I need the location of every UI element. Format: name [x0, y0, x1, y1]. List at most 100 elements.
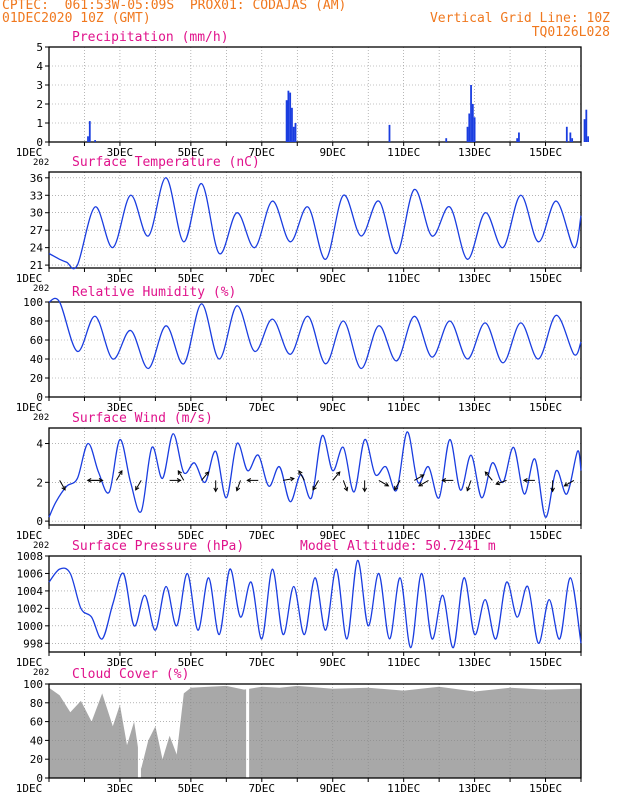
x-tick-label: 7DEC [249, 401, 276, 414]
wind-arrow-head [550, 487, 555, 493]
wind-arrow-head [418, 482, 424, 487]
x-tick-label: 11DEC [387, 782, 420, 795]
cloud-gap [246, 684, 250, 778]
y-tick-label: 1008 [17, 550, 44, 563]
x-tick-label: 9DEC [319, 782, 346, 795]
y-tick-label: 80 [30, 315, 43, 328]
precip-bar [388, 124, 391, 142]
y-tick-label: 0 [36, 391, 43, 404]
precip-bar [583, 119, 586, 142]
y-tick-label: 33 [30, 189, 43, 202]
precip-bar [287, 90, 290, 142]
wind-series-line [48, 431, 582, 518]
wind-arrow-head [441, 478, 447, 483]
plot-frame [48, 171, 582, 269]
x-tick-label: 15DEC [529, 272, 562, 285]
wind-arrow-head [466, 486, 471, 492]
x-tick-label: 1DEC [16, 272, 43, 285]
panel-title: Precipitation (mm/h) [72, 30, 229, 45]
precip-bar [285, 100, 288, 142]
wind-arrow [484, 471, 493, 481]
y-tick-label: 40 [30, 734, 43, 747]
plot-frame [48, 46, 582, 143]
y-tick-label: 2 [36, 476, 43, 489]
wind-arrow-head [419, 474, 425, 479]
wind-arrow-head [204, 471, 210, 477]
wind-arrow [201, 471, 209, 481]
x-tick-label: 5DEC [178, 272, 205, 285]
x-tick-label: 13DEC [458, 529, 491, 542]
cloud-gap [137, 684, 141, 778]
precip-bar [466, 126, 469, 142]
y-tick-label: 0 [36, 515, 43, 528]
x-year-label: 202 [33, 284, 49, 294]
x-tick-label: 3DEC [107, 146, 134, 159]
precip-bar [294, 123, 297, 142]
wind-arrow [282, 477, 294, 481]
x-year-label: 202 [33, 413, 49, 423]
wind-arrow [115, 470, 123, 481]
precip-bar [468, 113, 471, 142]
precip-bar [473, 117, 476, 142]
panel-title: Relative Humidity (%) [72, 285, 236, 300]
wind-arrow [298, 470, 305, 481]
x-tick-label: 15DEC [529, 782, 562, 795]
x-tick-label: 9DEC [319, 656, 346, 669]
wind-arrow-head [495, 480, 501, 486]
y-tick-label: 4 [36, 438, 43, 451]
wind-arrow-head [235, 486, 241, 492]
y-tick-label: 21 [30, 259, 43, 272]
wind-arrow [418, 479, 429, 487]
wind-arrow-head [176, 478, 182, 483]
wind-arrow-head [362, 487, 368, 493]
x-tick-label: 13DEC [458, 272, 491, 285]
x-tick-label: 7DEC [249, 529, 276, 542]
precip-bar [87, 136, 89, 142]
wind-arrow-head [118, 470, 123, 475]
y-tick-label: 4 [36, 60, 43, 73]
panel-title: Surface Wind (m/s) [72, 411, 213, 426]
x-tick-label: 9DEC [319, 272, 346, 285]
x-year-label: 202 [33, 158, 49, 168]
temp-series-line [48, 177, 582, 270]
wind-arrow [59, 480, 66, 491]
x-tick-label: 3DEC [107, 782, 134, 795]
y-tick-label: 0 [36, 772, 43, 785]
y-tick-label: 36 [30, 172, 43, 185]
wind-arrow-head [86, 478, 92, 483]
wind-arrow-head [384, 482, 390, 487]
x-tick-label: 5DEC [178, 146, 205, 159]
press-series-line [48, 559, 582, 649]
header-left-line2: 01DEC2020 10Z (GMT) [2, 11, 151, 26]
wind-arrow [378, 479, 389, 487]
wind-arrow-head [335, 471, 341, 477]
y-tick-label: 60 [30, 716, 43, 729]
x-tick-label: 15DEC [529, 146, 562, 159]
x-tick-label: 7DEC [249, 656, 276, 669]
precip-bar [565, 126, 568, 142]
wind-arrow [496, 479, 507, 485]
y-tick-label: 80 [30, 697, 43, 710]
x-tick-label: 5DEC [178, 529, 205, 542]
y-tick-label: 20 [30, 753, 43, 766]
x-tick-label: 15DEC [529, 656, 562, 669]
wind-arrow [414, 474, 425, 481]
x-tick-label: 3DEC [107, 272, 134, 285]
precip-bar [518, 132, 520, 142]
precip-bar [585, 109, 588, 142]
y-tick-label: 24 [30, 242, 44, 255]
x-tick-label: 1DEC [16, 401, 43, 414]
wind-arrow-head [213, 487, 219, 493]
y-tick-label: 27 [30, 224, 43, 237]
precip-bar [571, 138, 574, 142]
x-tick-label: 15DEC [529, 401, 562, 414]
panel-press: 998 1000 1002 1004 1006 1008 1DEC 3DEC 5DEC 7DEC 9… [16, 539, 582, 678]
plot-frame [48, 427, 582, 526]
y-tick-label: 1004 [17, 585, 44, 598]
x-tick-label: 3DEC [107, 401, 134, 414]
panel-title: Surface Temperature (nC) [72, 155, 260, 170]
x-tick-label: 11DEC [387, 401, 420, 414]
x-tick-label: 3DEC [107, 529, 134, 542]
y-tick-label: 100 [23, 678, 43, 691]
